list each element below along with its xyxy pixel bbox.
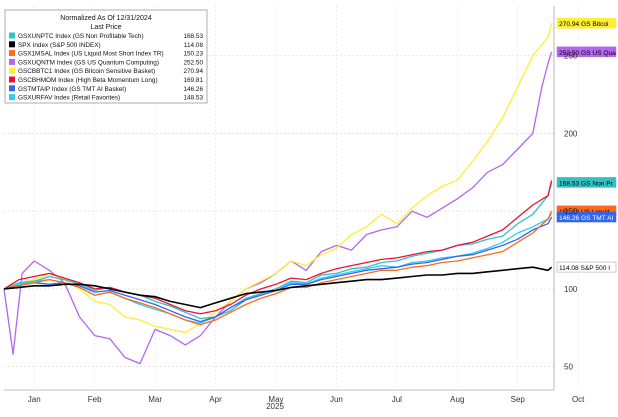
x-tick-label: Mar	[148, 395, 162, 404]
last-value-tag-label: 114.08 S&P 500 I	[559, 265, 610, 272]
last-value-tag-bg	[556, 261, 617, 273]
legend-entry-value: 168.53	[183, 33, 203, 40]
last-value-tag-label: 146.26 GS TMT AI	[559, 215, 614, 222]
legend-entry-label: GSX1MSAL Index (US Liquid Most Short Ind…	[18, 51, 164, 58]
x-tick-label: Apr	[209, 395, 222, 404]
series-line-gsx1msal	[3, 210, 553, 326]
legend-items: GSXUNPTC Index (GS Non Profitable Tech) 1…	[9, 32, 203, 102]
last-value-tag-bg	[556, 46, 617, 58]
series-line-spx	[3, 266, 553, 309]
series-line-gstmtaip	[3, 216, 553, 323]
last-value-tag-spx: 114.08 S&P 500 I	[556, 261, 617, 273]
last-value-tag-label: 270.94 GS Bitcoi	[559, 21, 609, 28]
x-year-label: 2025	[266, 402, 284, 411]
series-line-gscbbtc1	[3, 23, 553, 334]
legend-swatch	[9, 32, 15, 39]
legend-entry-gsxunptc: GSXUNPTC Index (GS Non Profitable Tech) 1…	[9, 32, 203, 40]
last-value-tag-gsxuqntm: 252.50 GS US Qua	[556, 46, 617, 58]
legend-entry-gstmtaip: GSTMTAIP Index (GS TMT AI Basket) 146.26	[9, 85, 203, 93]
last-value-tag-gscbbtc1: 270.94 GS Bitcoi	[556, 17, 617, 29]
legend-entry-value: 146.26	[183, 86, 203, 93]
legend-entry-value: 148.53	[183, 95, 203, 102]
legend-entry-label: GSCBBTC1 Index (GS Bitcoin Sensitive Bas…	[18, 68, 155, 75]
legend-entry-label: GSCBHMOM Index (High Beta Momentum Long)	[18, 77, 158, 84]
legend-swatch	[9, 76, 15, 83]
x-axis: 2025 Jan Feb Mar Apr May Jun Jul Aug Sep Oct	[4, 389, 585, 411]
x-tick-label: Feb	[88, 395, 102, 404]
x-tick-label: Jun	[330, 395, 343, 404]
legend-swatch	[9, 50, 15, 57]
y-tick-label: 50	[564, 363, 573, 372]
legend-entry-label: GSXUNPTC Index (GS Non Profitable Tech)	[18, 33, 144, 40]
series-line-gscbhmom	[3, 180, 553, 315]
series-layer	[3, 23, 553, 365]
y-tick-label: 200	[564, 129, 578, 138]
x-tick-label: Jan	[28, 395, 41, 404]
last-value-tag-bg	[556, 17, 617, 29]
y-tick-label: 250	[564, 52, 578, 61]
legend-entry-gscbhmom: GSCBHMOM Index (High Beta Momentum Long)…	[9, 76, 203, 84]
y-tick-label: 100	[564, 285, 578, 294]
x-tick-label: May	[268, 395, 283, 404]
legend: Normalized As Of 12/31/2024 Last Price G…	[4, 9, 208, 104]
legend-entry-label: GSXURFAV Index (Retail Favorites)	[18, 95, 120, 102]
x-tick-label: Oct	[572, 395, 585, 404]
legend-swatch	[9, 41, 15, 48]
legend-entry-gsxurfav: GSXURFAV Index (Retail Favorites) 148.53	[9, 94, 203, 102]
last-value-tag-label: 168.53 GS Non Pr	[559, 180, 614, 187]
legend-entry-value: 150.23	[183, 51, 203, 58]
legend-entry-gscbbtc1: GSCBBTC1 Index (GS Bitcoin Sensitive Bas…	[9, 67, 203, 75]
legend-entry-value: 169.81	[183, 77, 203, 84]
last-value-tag-bg	[556, 177, 617, 188]
x-tick-label: Sep	[511, 395, 526, 404]
legend-swatch	[9, 85, 15, 92]
x-tick-label: Jul	[392, 395, 402, 404]
legend-entry-spx: SPX Index (S&P 500 INDEX) 114.08	[9, 41, 203, 49]
legend-entry-gsxuqntm: GSXUQNTM Index (GS US Quantum Computing)…	[9, 58, 203, 66]
last-value-tag-gstmtaip: 146.26 GS TMT AI	[556, 211, 617, 223]
y-tick-label: 150	[564, 207, 578, 216]
last-value-tag-label: 252.50 GS US Qua	[559, 50, 616, 57]
legend-swatch	[9, 67, 15, 74]
legend-entry-gsx1msal: GSX1MSAL Index (US Liquid Most Short Ind…	[9, 50, 203, 58]
legend-box	[4, 9, 208, 104]
legend-subtitle: Last Price	[90, 24, 121, 31]
series-line-gsxunptc	[3, 182, 553, 320]
y-axis: 50 100 150 200 250	[553, 6, 578, 390]
last-value-tag-gsxunptc: 168.53 GS Non Pr	[556, 177, 617, 188]
legend-entry-label: GSTMTAIP Index (GS TMT AI Basket)	[18, 86, 126, 93]
legend-entry-value: 270.94	[183, 68, 203, 75]
last-value-tag-bg	[556, 211, 617, 223]
legend-entry-label: SPX Index (S&P 500 INDEX)	[18, 42, 101, 49]
legend-title: Normalized As Of 12/31/2024	[60, 15, 152, 22]
legend-entry-value: 252.50	[183, 59, 203, 66]
legend-entry-label: GSXUQNTM Index (GS US Quantum Computing)	[18, 59, 159, 66]
legend-swatch	[9, 58, 15, 65]
legend-entry-value: 114.08	[184, 42, 204, 49]
x-tick-label: Aug	[450, 395, 464, 404]
legend-swatch	[9, 94, 15, 101]
